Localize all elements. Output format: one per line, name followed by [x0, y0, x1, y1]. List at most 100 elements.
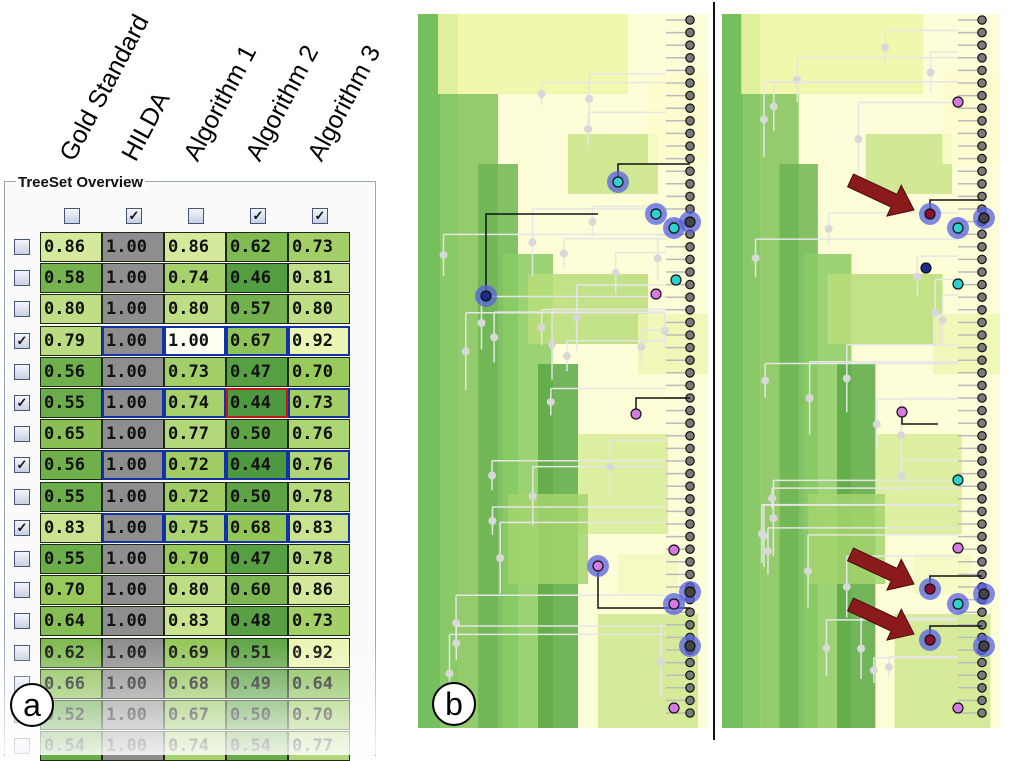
table-cell[interactable]: 0.65: [40, 419, 102, 450]
table-cell[interactable]: 0.56: [40, 356, 102, 387]
tree-view-right[interactable]: [722, 14, 1000, 728]
table-cell[interactable]: 0.49: [226, 668, 288, 699]
column-checkbox[interactable]: ✓: [312, 208, 328, 224]
table-cell[interactable]: 0.74: [164, 263, 226, 294]
table-cell[interactable]: 1.00: [102, 544, 164, 574]
table-cell[interactable]: 0.67: [226, 325, 288, 356]
table-cell[interactable]: 0.73: [288, 606, 350, 637]
table-cell[interactable]: 1.00: [102, 294, 164, 325]
table-cell[interactable]: 0.79: [40, 325, 102, 356]
table-cell[interactable]: 0.78: [288, 544, 350, 574]
table-cell[interactable]: 0.44: [226, 450, 288, 481]
table-cell[interactable]: 1.00: [102, 512, 164, 543]
table-cell[interactable]: 0.64: [288, 668, 350, 699]
table-cell[interactable]: 1.00: [102, 731, 164, 761]
table-cell[interactable]: 0.92: [288, 637, 350, 668]
column-checkbox[interactable]: [64, 208, 80, 224]
table-cell[interactable]: 0.46: [226, 263, 288, 294]
table-cell[interactable]: 1.00: [102, 450, 164, 481]
row-checkbox[interactable]: [14, 738, 30, 755]
table-cell[interactable]: 1.00: [102, 419, 164, 450]
table-cell[interactable]: 1.00: [164, 325, 226, 356]
table-cell[interactable]: 0.50: [226, 700, 288, 730]
table-cell[interactable]: 0.55: [40, 481, 102, 512]
tree-view-left[interactable]: [418, 14, 708, 728]
table-cell[interactable]: 0.80: [288, 294, 350, 325]
table-cell[interactable]: 0.72: [164, 450, 226, 481]
table-cell[interactable]: 1.00: [102, 668, 164, 699]
table-cell[interactable]: 0.47: [226, 544, 288, 574]
row-checkbox[interactable]: [14, 426, 30, 443]
table-cell[interactable]: 0.80: [40, 294, 102, 325]
table-cell[interactable]: 0.58: [40, 263, 102, 294]
table-cell[interactable]: 0.72: [164, 481, 226, 512]
table-cell[interactable]: 0.80: [164, 575, 226, 606]
row-checkbox[interactable]: [14, 644, 30, 661]
table-cell[interactable]: 0.83: [288, 512, 350, 543]
table-cell[interactable]: 0.64: [40, 606, 102, 637]
table-cell[interactable]: 0.70: [288, 356, 350, 387]
table-cell[interactable]: 0.68: [226, 512, 288, 543]
table-cell[interactable]: 0.54: [40, 731, 102, 761]
table-cell[interactable]: 0.69: [164, 637, 226, 668]
column-checkbox[interactable]: ✓: [250, 208, 266, 224]
table-cell[interactable]: 0.83: [40, 512, 102, 543]
row-checkbox[interactable]: [14, 488, 30, 505]
table-cell[interactable]: 0.51: [226, 637, 288, 668]
table-cell[interactable]: 1.00: [102, 388, 164, 418]
table-cell[interactable]: 0.44: [226, 388, 288, 418]
table-cell[interactable]: 0.81: [288, 263, 350, 294]
table-cell[interactable]: 0.73: [288, 232, 350, 262]
table-cell[interactable]: 0.70: [40, 575, 102, 606]
table-cell[interactable]: 0.86: [164, 232, 226, 262]
row-checkbox[interactable]: [14, 582, 30, 599]
table-cell[interactable]: 0.83: [164, 606, 226, 637]
table-cell[interactable]: 1.00: [102, 263, 164, 294]
column-checkbox[interactable]: [188, 208, 204, 224]
table-cell[interactable]: 0.86: [40, 232, 102, 262]
table-cell[interactable]: 0.70: [164, 544, 226, 574]
table-cell[interactable]: 0.75: [164, 512, 226, 543]
table-cell[interactable]: 0.68: [164, 668, 226, 699]
table-cell[interactable]: 0.73: [164, 356, 226, 387]
table-cell[interactable]: 0.62: [226, 232, 288, 262]
row-checkbox[interactable]: [14, 363, 30, 380]
row-checkbox[interactable]: ✓: [14, 457, 30, 474]
row-checkbox[interactable]: [14, 613, 30, 630]
row-checkbox[interactable]: [14, 301, 30, 318]
row-checkbox[interactable]: [14, 270, 30, 287]
table-cell[interactable]: 0.50: [226, 419, 288, 450]
table-cell[interactable]: 1.00: [102, 606, 164, 637]
table-cell[interactable]: 1.00: [102, 575, 164, 606]
table-cell[interactable]: 0.55: [40, 388, 102, 418]
table-cell[interactable]: 0.50: [226, 481, 288, 512]
table-cell[interactable]: 0.57: [226, 294, 288, 325]
table-cell[interactable]: 1.00: [102, 637, 164, 668]
table-cell[interactable]: 0.54: [226, 731, 288, 761]
table-cell[interactable]: 0.92: [288, 325, 350, 356]
table-cell[interactable]: 0.74: [164, 731, 226, 761]
table-cell[interactable]: 1.00: [102, 232, 164, 262]
row-checkbox[interactable]: ✓: [14, 332, 30, 349]
table-cell[interactable]: 0.77: [288, 731, 350, 761]
table-cell[interactable]: 1.00: [102, 700, 164, 730]
table-cell[interactable]: 0.76: [288, 450, 350, 481]
row-checkbox[interactable]: ✓: [14, 395, 30, 411]
column-checkbox[interactable]: ✓: [126, 208, 142, 224]
table-cell[interactable]: 0.47: [226, 356, 288, 387]
table-cell[interactable]: 0.67: [164, 700, 226, 730]
table-cell[interactable]: 0.48: [226, 606, 288, 637]
table-cell[interactable]: 0.78: [288, 481, 350, 512]
table-cell[interactable]: 1.00: [102, 481, 164, 512]
table-cell[interactable]: 0.80: [164, 294, 226, 325]
table-cell[interactable]: 0.70: [288, 700, 350, 730]
table-cell[interactable]: 0.60: [226, 575, 288, 606]
table-cell[interactable]: 1.00: [102, 356, 164, 387]
table-cell[interactable]: 0.74: [164, 388, 226, 418]
table-cell[interactable]: 0.55: [40, 544, 102, 574]
table-cell[interactable]: 0.73: [288, 388, 350, 418]
row-checkbox[interactable]: ✓: [14, 519, 30, 536]
table-cell[interactable]: 0.86: [288, 575, 350, 606]
table-cell[interactable]: 0.76: [288, 419, 350, 450]
table-cell[interactable]: 0.56: [40, 450, 102, 481]
